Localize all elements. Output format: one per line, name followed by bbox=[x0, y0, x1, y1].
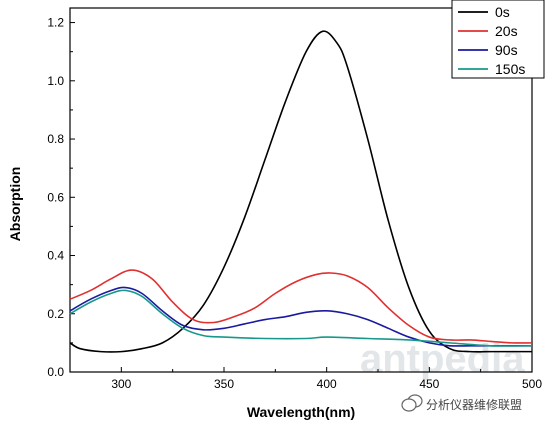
series-line-90s bbox=[69, 286, 532, 347]
y-tick-label: 0.6 bbox=[47, 190, 64, 204]
series-line-20s bbox=[69, 269, 533, 344]
y-tick-label: 0.0 bbox=[47, 365, 64, 379]
y-tick-label: 0.2 bbox=[47, 307, 64, 321]
legend-label-90s: 90s bbox=[495, 42, 518, 58]
watermark-caption: 分析仪器维修联盟 bbox=[426, 397, 522, 412]
series-line-0s bbox=[69, 30, 532, 353]
y-tick-label: 0.4 bbox=[47, 249, 64, 263]
x-axis-title: Wavelength(nm) bbox=[247, 404, 355, 420]
legend-box bbox=[451, 0, 545, 79]
plot-area bbox=[69, 7, 533, 373]
y-tick-label: 0.8 bbox=[47, 132, 64, 146]
axis-ticks: 300 350 400 450 500 0.0 0.2 0.4 0.6 0.8 1.0 1.2 bbox=[47, 16, 542, 391]
x-tick-label: 300 bbox=[111, 377, 131, 391]
wechat-icon bbox=[401, 394, 423, 412]
y-tick-label: 1.2 bbox=[47, 16, 64, 30]
legend-label-150s: 150s bbox=[495, 61, 525, 77]
x-tick-label: 500 bbox=[522, 377, 542, 391]
x-tick-label: 450 bbox=[419, 377, 439, 391]
series-line-150s bbox=[69, 289, 533, 347]
legend: 0s 20s 90s 150s bbox=[451, 0, 545, 79]
legend-label-20s: 20s bbox=[495, 23, 518, 39]
y-axis-title: Absorption bbox=[7, 167, 23, 242]
series-layer bbox=[69, 30, 533, 353]
x-tick-label: 350 bbox=[214, 377, 234, 391]
y-tick-label: 1.0 bbox=[47, 74, 64, 88]
legend-label-0s: 0s bbox=[495, 4, 510, 20]
x-tick-label: 400 bbox=[317, 377, 337, 391]
